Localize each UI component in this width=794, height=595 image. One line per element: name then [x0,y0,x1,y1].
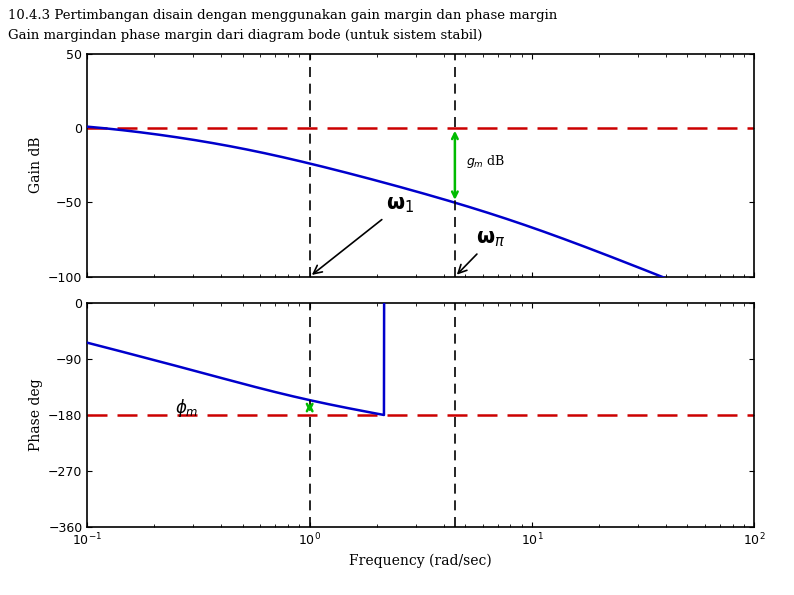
Text: $g_m$ dB: $g_m$ dB [466,153,505,170]
Text: $\phi_m$: $\phi_m$ [175,396,198,418]
X-axis label: Frequency (rad/sec): Frequency (rad/sec) [349,553,492,568]
Text: $\mathbf{\omega}_{\pi}$: $\mathbf{\omega}_{\pi}$ [458,230,506,273]
Y-axis label: Phase deg: Phase deg [29,378,43,452]
Text: $\mathbf{\omega}_1$: $\mathbf{\omega}_1$ [314,196,414,274]
Text: Gain margindan phase margin dari diagram bode (untuk sistem stabil): Gain margindan phase margin dari diagram… [8,29,482,42]
Text: 10.4.3 Pertimbangan disain dengan menggunakan gain margin dan phase margin: 10.4.3 Pertimbangan disain dengan menggu… [8,9,557,22]
Y-axis label: Gain dB: Gain dB [29,137,43,193]
